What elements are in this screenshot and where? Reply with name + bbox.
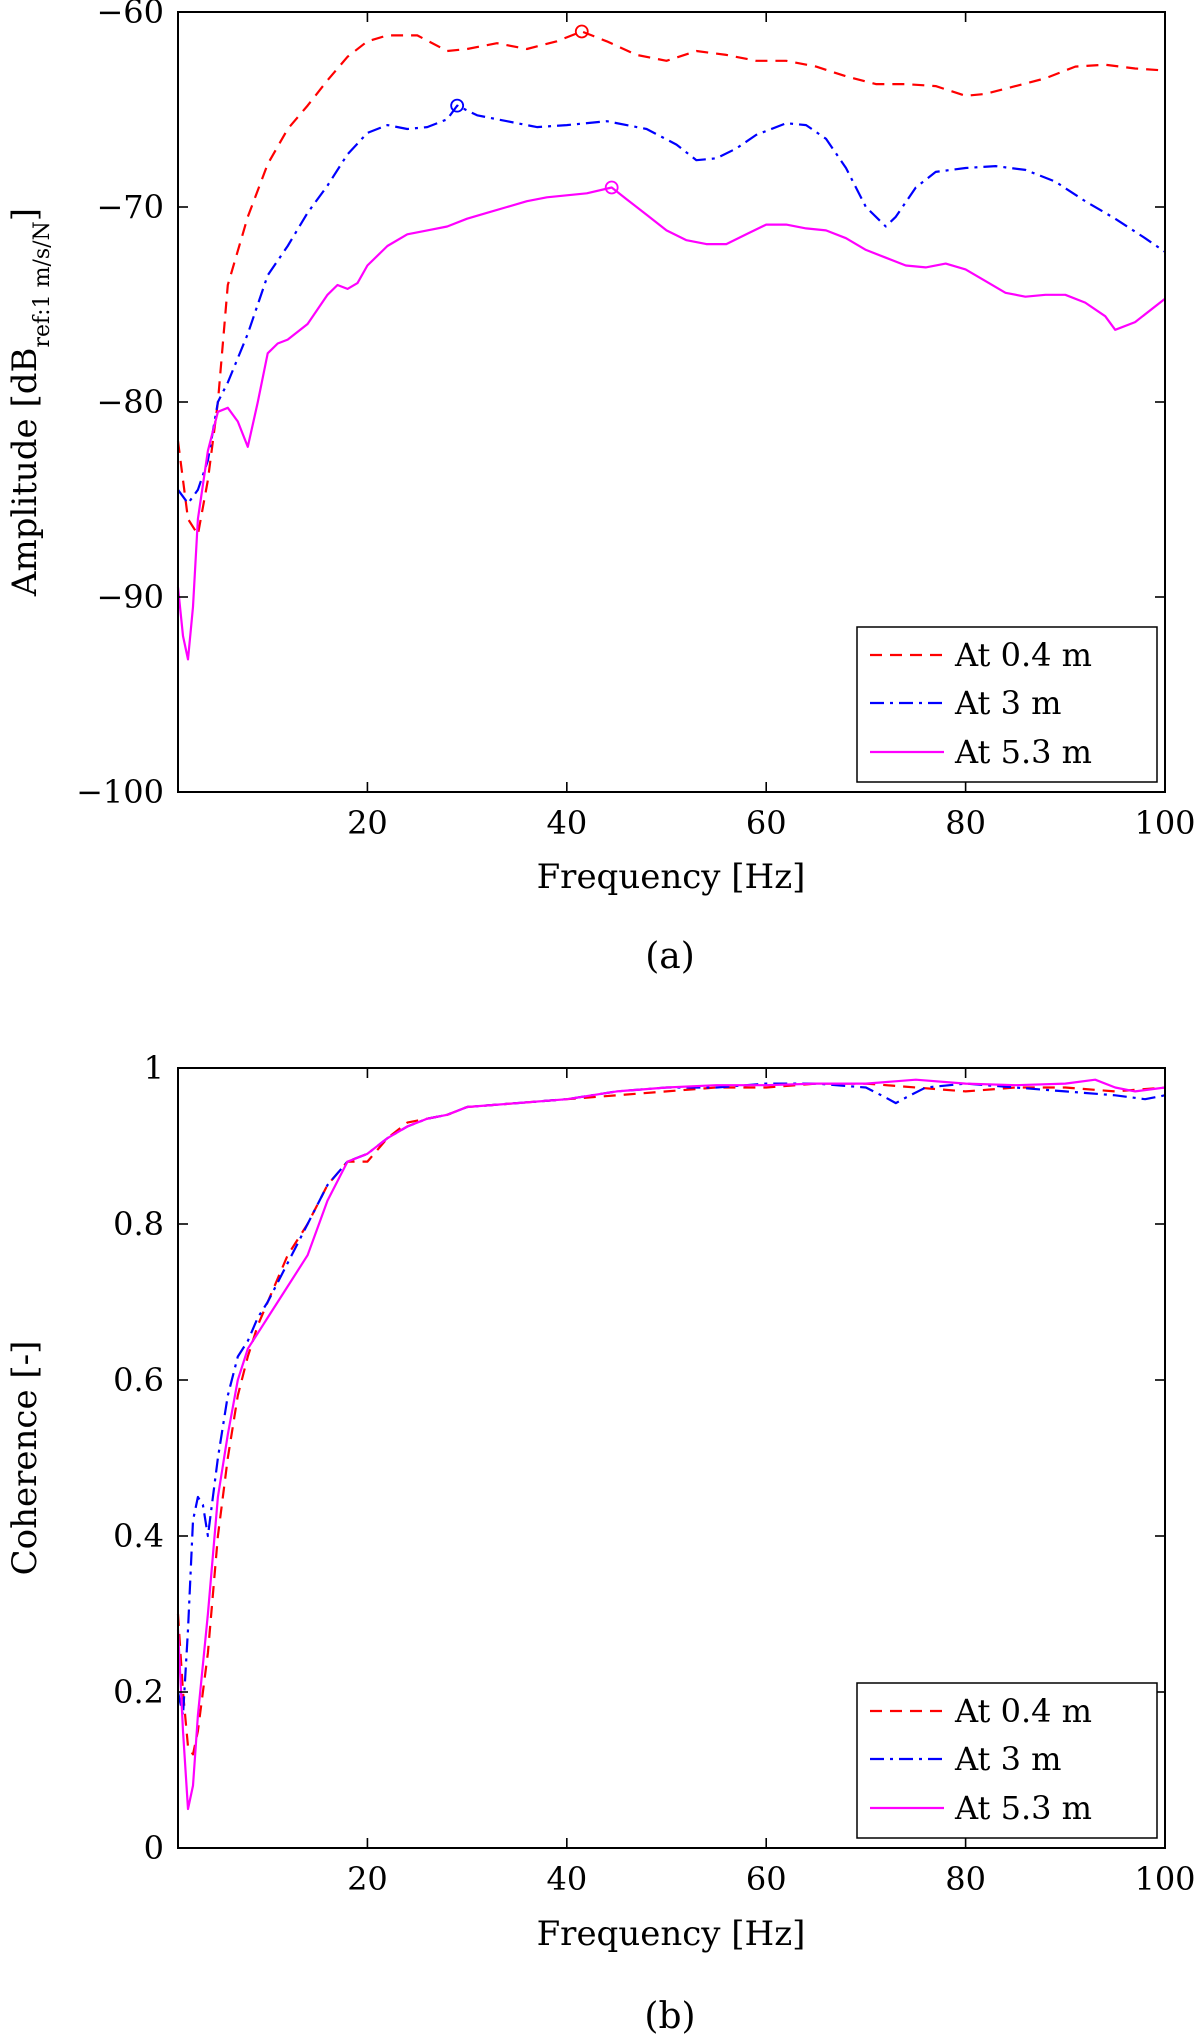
x-axis-label: Frequency [Hz] xyxy=(537,857,806,897)
x-tick-label: 20 xyxy=(347,1860,388,1898)
x-tick-label: 100 xyxy=(1134,1860,1195,1898)
series-line-2 xyxy=(176,1078,1166,1811)
y-tick-label: 0.8 xyxy=(113,1205,164,1243)
y-tick-label: 0.6 xyxy=(113,1361,164,1399)
series-line-1 xyxy=(177,104,1166,505)
panel-label: (b) xyxy=(644,1996,695,2037)
peak-marker-2 xyxy=(604,180,619,195)
series-line-0 xyxy=(176,1082,1166,1756)
legend-label-1: At 3 m xyxy=(954,684,1061,722)
y-tick-label: −100 xyxy=(76,773,164,811)
legend-label-2: At 5.3 m xyxy=(954,733,1092,771)
x-tick-label: 80 xyxy=(945,1860,986,1898)
legend: At 0.4 m At 3 m At 5.3 m xyxy=(856,626,1158,783)
legend-box xyxy=(856,1682,1158,1839)
y-tick-label: 0 xyxy=(144,1829,164,1867)
y-tick-label: −80 xyxy=(96,383,164,421)
y-tick-label: −70 xyxy=(96,188,164,226)
y-tick-label: −90 xyxy=(96,578,164,616)
coherence-chart: 20 40 60 80 100 0 0.2 0.4 0.6 0.8 1 Frequency [Hz]… xyxy=(5,1049,1196,2037)
x-tick-label: 100 xyxy=(1134,804,1195,842)
legend-label-2: At 5.3 m xyxy=(954,1789,1092,1827)
y-tick-label: 0.4 xyxy=(113,1517,164,1555)
series-line-1 xyxy=(176,1082,1166,1717)
x-tick-label: 80 xyxy=(945,804,986,842)
legend-label-0: At 0.4 m xyxy=(954,636,1092,674)
x-tick-label: 40 xyxy=(546,804,587,842)
series-line-2 xyxy=(176,186,1166,661)
legend: At 0.4 m At 3 m At 5.3 m xyxy=(856,1682,1158,1839)
y-tick-label: 0.2 xyxy=(113,1673,164,1711)
plot-frame xyxy=(177,1067,1166,1849)
legend-label-0: At 0.4 m xyxy=(954,1692,1092,1730)
x-tick-label: 40 xyxy=(546,1860,587,1898)
y-tick-label: 1 xyxy=(144,1049,164,1087)
peak-marker-1 xyxy=(450,98,465,113)
peak-marker-0 xyxy=(574,24,589,39)
x-axis-label: Frequency [Hz] xyxy=(537,1914,806,1954)
legend-label-1: At 3 m xyxy=(954,1740,1061,1778)
y-tick-label: −60 xyxy=(96,0,164,31)
x-tick-label: 20 xyxy=(347,804,388,842)
legend-box xyxy=(856,626,1158,783)
x-tick-label: 60 xyxy=(746,1860,787,1898)
x-tick-label: 60 xyxy=(746,804,787,842)
panel-label: (a) xyxy=(645,936,695,977)
series-line-0 xyxy=(176,30,1166,536)
y-axis-label: Coherence [-] xyxy=(5,1341,45,1576)
y-axis-label: Amplitude [dBref:1 m/s/N] xyxy=(5,208,55,597)
amplitude-chart: 20 40 60 80 100 −100 −90 −80 −70 −60 Frequency [H… xyxy=(5,0,1196,977)
